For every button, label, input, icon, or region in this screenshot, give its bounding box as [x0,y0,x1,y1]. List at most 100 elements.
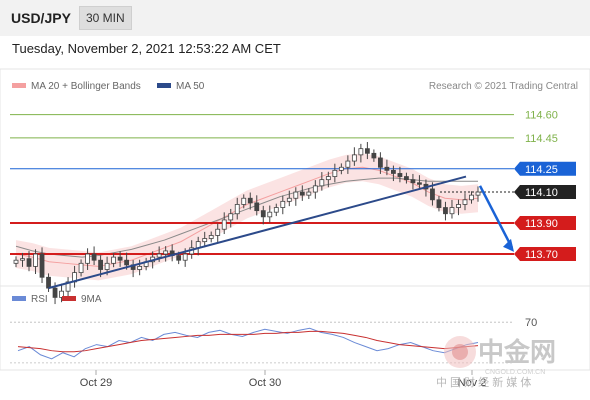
rsi-ma-legend-label: 9MA [81,294,102,305]
candle-up [469,194,474,201]
candle-down [371,152,377,159]
candle-down [299,191,305,196]
candle-down [443,207,448,215]
bollinger-band [16,153,478,281]
candle-down [260,210,266,218]
candle-down [117,256,123,261]
x-tick-label: Oct 29 [80,377,112,389]
candle-up [338,166,344,171]
ma20-legend-swatch [12,83,26,88]
ma50-legend-label: MA 50 [176,81,205,92]
candle-down [364,148,370,154]
rsi-panel-frame [0,285,590,371]
candle-down [254,202,260,212]
watermark-title: 中金网 [478,337,556,367]
projection-arrow-line [478,185,514,249]
watermark-tagline: 中 国 财 经 新 媒 体 [436,375,531,389]
candle-up [475,191,481,196]
ma20-legend-label: MA 20 + Bollinger Bands [31,81,141,92]
candle-down [176,255,182,261]
watermark-logo-core [452,344,468,360]
candle-down [46,276,51,289]
candle-up [293,191,299,199]
candle-up [156,253,162,258]
candle-up [208,235,214,239]
level-label-113-90: 113.90 [525,218,558,230]
candle-up [312,185,318,193]
candle-up [286,197,292,202]
candle-up [137,266,143,270]
candle-up [59,290,64,298]
candle-down [39,253,45,278]
candle-down [436,199,442,208]
top-bar: USD/JPY 30 MIN [0,0,590,36]
level-label-114-60: 114.60 [525,110,558,122]
watermark-domain: CNGOLD.COM.CN [485,369,545,376]
candle-up [267,211,273,218]
candle-up [456,204,461,208]
level-label-113-70: 113.70 [525,249,558,261]
candle-up [33,253,38,267]
rsi-legend-swatch [12,296,26,301]
research-credit: Research © 2021 Trading Central [429,81,578,92]
candle-up [228,213,234,221]
candle-down [391,169,396,174]
timeframe-button[interactable]: 30 MIN [79,6,132,30]
candle-up [78,262,84,274]
candle-down [377,157,383,168]
candle-up [241,197,247,205]
candle-up [20,258,25,261]
candle-down [410,179,416,184]
candle-down [91,253,97,261]
uptrend-line [48,175,467,290]
candle-down [26,258,32,267]
candle-down [404,176,409,181]
candle-down [384,166,390,171]
level-label-114-25: 114.25 [525,164,558,176]
x-tick-label: Oct 30 [249,377,281,389]
level-tag-113-90 [514,216,576,231]
projection-arrow-head [503,238,514,252]
candle-up [202,238,208,243]
candle-down [247,197,253,204]
candle-up [104,262,110,270]
x-tick-label: Nov 2 [458,377,487,389]
candle-down [397,173,403,177]
ma50-legend-swatch [157,83,171,88]
chart-datetime: Tuesday, November 2, 2021 12:53:22 AM CE… [12,41,281,56]
candle-up [351,154,357,162]
rsi-ma-legend-swatch [62,296,76,301]
candle-up [358,148,364,156]
candle-down [417,182,422,185]
candle-up [462,199,468,205]
level-label-114-10: 114.10 [525,187,558,199]
candle-up [319,179,325,187]
rsi-ma-line [17,330,479,353]
level-tag-113-70 [514,247,576,262]
rsi-ref-label-70: 70 [525,317,537,329]
level-label-114-45: 114.45 [525,133,558,145]
candle-up [85,253,90,264]
candle-up [234,204,240,215]
candle-up [13,259,19,264]
candle-down [430,188,435,201]
candle-up [449,207,455,215]
candle-down [52,287,58,298]
candle-up [332,169,338,177]
candle-up [280,200,286,208]
candle-up [273,207,279,213]
candle-up [182,253,188,261]
candle-up [215,228,221,236]
candle-up [325,176,331,181]
candle-up [163,250,169,255]
symbol-label: USD/JPY [11,10,71,26]
rsi-legend-label: RSI [31,294,48,305]
candle-down [124,259,130,266]
candle-up [306,191,312,196]
candle-up [345,160,351,168]
candle-down [98,259,103,270]
level-tag-114-10 [514,185,576,200]
level-tag-114-25 [514,161,576,176]
candle-up [221,219,227,230]
